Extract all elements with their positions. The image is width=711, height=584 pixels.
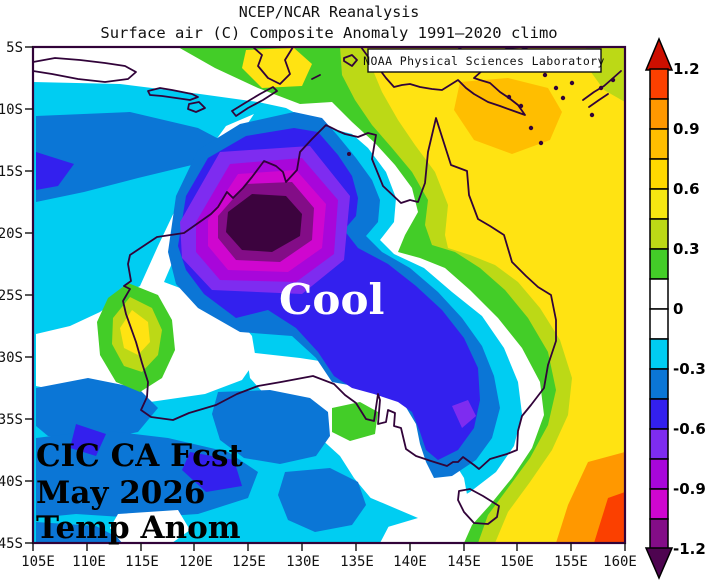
lon-label: 150E — [500, 554, 534, 570]
colorbar-tick: -0.3 — [673, 360, 706, 378]
latitude-labels: 5S 10S 15S 20S 25S 30S 35S 40S 45S — [0, 40, 23, 552]
cool-spot-violet-southeast — [452, 400, 476, 428]
lon-label: 120E — [179, 554, 213, 570]
small-islands-dots — [347, 72, 616, 156]
colorbar-segment — [649, 518, 669, 550]
colorbar-segment — [649, 398, 669, 430]
lon-label: 105E — [21, 554, 55, 570]
java-coastline — [33, 57, 137, 83]
colorbar-segment — [649, 278, 669, 310]
lon-label: 110E — [72, 554, 106, 570]
colorbar-tick: -1.2 — [673, 540, 706, 558]
colorbar-tick: 0 — [673, 300, 683, 318]
credit-box-frame — [367, 48, 602, 73]
colorbar-tick: 0.9 — [673, 120, 700, 138]
cool-patch-blue-south-3 — [36, 522, 128, 543]
colorbar-segment — [649, 458, 669, 490]
cool-annotation: Cool — [279, 275, 384, 324]
warm-region-yellow — [368, 47, 625, 543]
cool-spot-indigo-south-1 — [70, 424, 106, 456]
lesser-sunda-coastline — [147, 87, 199, 101]
colorbar-tick: 0.6 — [673, 180, 700, 198]
lat-label: 20S — [0, 226, 23, 242]
cool-spot-indigo-south-2 — [182, 452, 242, 492]
warm-pocket-yellow-timor — [242, 48, 312, 88]
stamp-annotation: CIC CA Fcst May 2026 Temp Anom — [36, 438, 243, 546]
neutral-patch-bottom-left — [110, 510, 190, 543]
warm-blob-redorange-corner — [594, 492, 625, 543]
credit-box-label: NOAA Physical Sciences Laboratory — [363, 54, 605, 68]
colorbar-segment — [649, 188, 669, 220]
plot-title: NCEP/NCAR Reanalysis — [239, 3, 420, 21]
stamp-line-2: May 2026 — [36, 475, 206, 511]
colorbar-segment — [649, 248, 669, 280]
lat-label: 45S — [0, 536, 23, 552]
longitude-axis — [32, 543, 626, 551]
cool-patch-blue-bottom-center — [278, 468, 366, 532]
anomaly-field — [33, 47, 625, 543]
latitude-axis — [25, 46, 33, 544]
colorbar-segment — [649, 158, 669, 190]
stamp-line-1: CIC CA Fcst — [36, 438, 243, 474]
colorbar-segment — [649, 68, 669, 100]
warm-blob-south-australia-green — [332, 402, 378, 441]
warm-blob-westcoast-yellow-core — [120, 310, 150, 355]
colorbar-segment — [649, 488, 669, 520]
colorbar-segment — [649, 98, 669, 130]
cool-wedge-indigo-west-edge — [36, 152, 74, 190]
colorbar: 1.2 0.9 0.6 0.3 0 -0.3 -0.6 -0.9 -1.2 — [644, 37, 706, 580]
colorbar-tick: -0.9 — [673, 480, 706, 498]
lat-label: 5S — [6, 40, 23, 56]
timor-coastline — [231, 86, 278, 117]
colorbar-labels: 1.2 0.9 0.6 0.3 0 -0.3 -0.6 -0.9 -1.2 — [673, 60, 706, 558]
cool-patch-blue-bight — [212, 390, 330, 464]
stamp-line-3: Temp Anom — [36, 510, 241, 546]
lat-label: 15S — [0, 164, 23, 180]
colorbar-arrow-bottom — [644, 547, 674, 580]
aru-islands-outline — [343, 54, 358, 67]
credit-box: NOAA Physical Sciences Laboratory — [363, 48, 605, 73]
cool-patch-blue-south-1 — [36, 378, 158, 442]
colorbar-segment — [649, 338, 669, 370]
australia-coastline — [122, 117, 557, 470]
lat-label: 40S — [0, 474, 23, 490]
colorbar-segment — [649, 218, 669, 250]
lon-label: 130E — [286, 554, 320, 570]
colorbar-arrow-top — [644, 37, 674, 71]
lon-label: 160E — [603, 554, 637, 570]
sulawesi-coastline — [252, 47, 294, 85]
lon-label: 155E — [554, 554, 588, 570]
colorbar-tick: 0.3 — [673, 240, 700, 258]
colorbar-segment — [649, 128, 669, 160]
cool-tongue-blue-northwest — [36, 112, 236, 202]
cold-core-center — [226, 194, 302, 252]
lat-label: 30S — [0, 350, 23, 366]
lon-label: 140E — [393, 554, 427, 570]
colorbar-tick: -0.6 — [673, 420, 706, 438]
tanimbar-islands-outline — [311, 74, 321, 80]
plot-subtitle: Surface air (C) Composite Anomaly 1991–2… — [100, 24, 557, 42]
colorbar-segment — [649, 308, 669, 340]
lon-label: 125E — [232, 554, 266, 570]
sumba-coastline — [187, 101, 206, 113]
lat-label: 35S — [0, 412, 23, 428]
lat-label: 25S — [0, 288, 23, 304]
colorbar-segment — [649, 368, 669, 400]
colorbar-tick: 1.2 — [673, 60, 700, 78]
solomon-chain-outline — [582, 70, 622, 108]
tasmania-coastline — [457, 488, 500, 525]
longitude-labels: 105E 110E 115E 120E 125E 130E 135E 140E … — [21, 554, 637, 570]
lat-label: 10S — [0, 102, 23, 118]
lon-label: 135E — [340, 554, 374, 570]
colorbar-segment — [649, 428, 669, 460]
lon-label: 145E — [447, 554, 481, 570]
lon-label: 115E — [125, 554, 159, 570]
